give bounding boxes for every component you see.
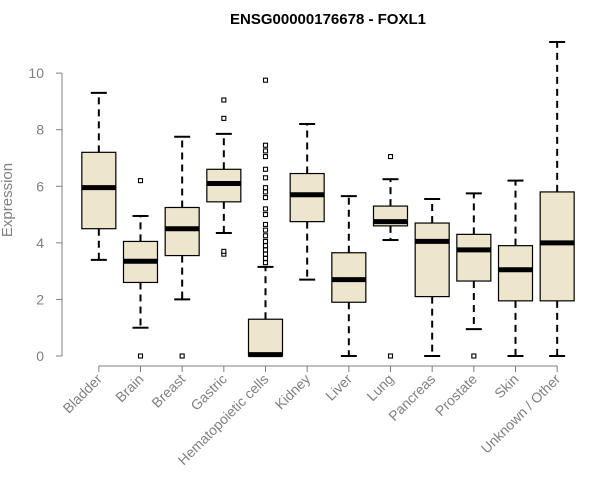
box-kidney xyxy=(289,123,325,281)
box-iqr xyxy=(81,151,117,230)
x-tick-label: Lung xyxy=(363,371,396,404)
plot-area xyxy=(81,41,575,359)
box-bladder xyxy=(81,91,117,261)
outlier-point xyxy=(262,212,269,218)
box-gastric xyxy=(206,97,242,257)
x-tick-label: Liver xyxy=(322,371,355,404)
box-pancreas xyxy=(414,198,450,357)
outlier-point xyxy=(262,227,269,233)
box-hematopoietic-cells xyxy=(247,77,284,358)
y-tick-label: 0 xyxy=(36,348,44,364)
box-iqr xyxy=(539,191,575,302)
x-tick-label: Prostate xyxy=(432,371,480,419)
box-iqr xyxy=(164,206,200,257)
outlier-point xyxy=(221,248,227,254)
box-brain xyxy=(122,178,159,359)
x-tick-label: Bladder xyxy=(60,371,106,417)
outlier-point xyxy=(262,175,269,181)
x-tick-label: Skin xyxy=(491,371,522,402)
outlier-point xyxy=(137,353,144,359)
outlier-point xyxy=(387,353,394,359)
outlier-point xyxy=(262,221,269,228)
y-tick-label: 4 xyxy=(36,235,44,251)
outlier-point xyxy=(262,142,269,148)
outlier-point xyxy=(262,251,269,257)
box-iqr xyxy=(497,245,534,302)
outlier-point xyxy=(262,233,269,239)
box-iqr xyxy=(247,318,284,357)
y-tick-label: 6 xyxy=(36,178,44,194)
outlier-point xyxy=(221,97,227,103)
box-iqr xyxy=(414,222,450,298)
outlier-point xyxy=(471,353,477,359)
box-liver xyxy=(331,195,367,357)
x-tick-label: Breast xyxy=(148,371,188,411)
box-iqr xyxy=(289,172,325,223)
y-axis-label: Expression xyxy=(0,163,16,237)
box-prostate xyxy=(456,192,492,359)
outlier-point xyxy=(262,154,269,160)
x-tick-label: Unknown / Other xyxy=(478,371,564,457)
x-tick-label: Brain xyxy=(112,371,146,405)
outlier-point xyxy=(262,247,269,253)
y-tick-label: 10 xyxy=(28,65,44,81)
box-breast xyxy=(164,135,200,359)
outlier-point xyxy=(262,195,269,201)
outlier-point xyxy=(262,166,269,172)
y-axis: 0 2 4 6 8 10 xyxy=(28,65,63,364)
outlier-point xyxy=(262,238,269,244)
outlier-point xyxy=(179,353,185,359)
box-iqr xyxy=(456,233,492,282)
box-unknown-other xyxy=(539,41,575,357)
y-tick-label: 2 xyxy=(36,291,44,307)
outlier-point xyxy=(262,148,269,154)
outlier-point xyxy=(262,189,269,195)
x-tick-label: Kidney xyxy=(272,371,314,413)
outlier-point xyxy=(262,77,269,83)
outlier-point xyxy=(262,206,269,212)
y-tick-label: 8 xyxy=(36,122,44,138)
chart-title: ENSG00000176678 - FOXL1 xyxy=(230,11,426,28)
box-skin xyxy=(497,179,534,357)
outlier-point xyxy=(262,243,269,249)
outlier-point xyxy=(387,154,394,160)
box-lung xyxy=(372,154,409,359)
outlier-point xyxy=(262,185,269,191)
outlier-point xyxy=(262,260,269,266)
outlier-point xyxy=(137,178,144,184)
outlier-point xyxy=(262,255,269,261)
outlier-point xyxy=(221,115,227,121)
